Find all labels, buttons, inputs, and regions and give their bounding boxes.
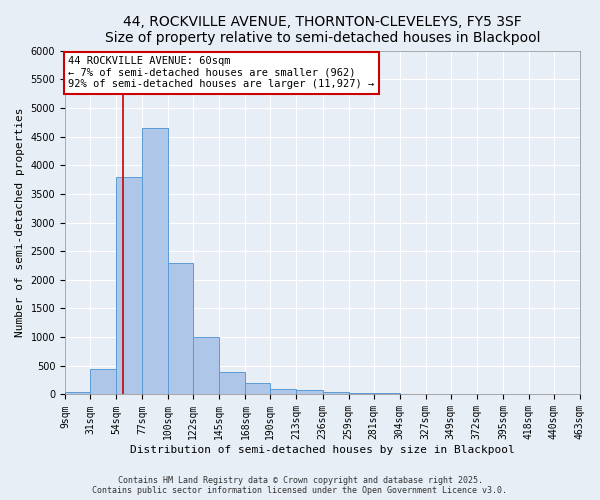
Title: 44, ROCKVILLE AVENUE, THORNTON-CLEVELEYS, FY5 3SF
Size of property relative to s: 44, ROCKVILLE AVENUE, THORNTON-CLEVELEYS…: [105, 15, 540, 45]
Bar: [90, 368, 116, 394]
Bar: [142, 128, 168, 394]
Bar: [296, 390, 323, 394]
Bar: [116, 176, 142, 394]
Bar: [65, 392, 90, 394]
Bar: [245, 383, 271, 394]
Bar: [323, 392, 349, 394]
Text: 44 ROCKVILLE AVENUE: 60sqm
← 7% of semi-detached houses are smaller (962)
92% of: 44 ROCKVILLE AVENUE: 60sqm ← 7% of semi-…: [68, 56, 374, 90]
Bar: [219, 372, 245, 394]
Y-axis label: Number of semi-detached properties: Number of semi-detached properties: [15, 108, 25, 338]
Bar: [271, 388, 296, 394]
Text: Contains HM Land Registry data © Crown copyright and database right 2025.
Contai: Contains HM Land Registry data © Crown c…: [92, 476, 508, 495]
Bar: [349, 393, 374, 394]
Bar: [193, 337, 219, 394]
X-axis label: Distribution of semi-detached houses by size in Blackpool: Distribution of semi-detached houses by …: [130, 445, 515, 455]
Bar: [168, 262, 193, 394]
